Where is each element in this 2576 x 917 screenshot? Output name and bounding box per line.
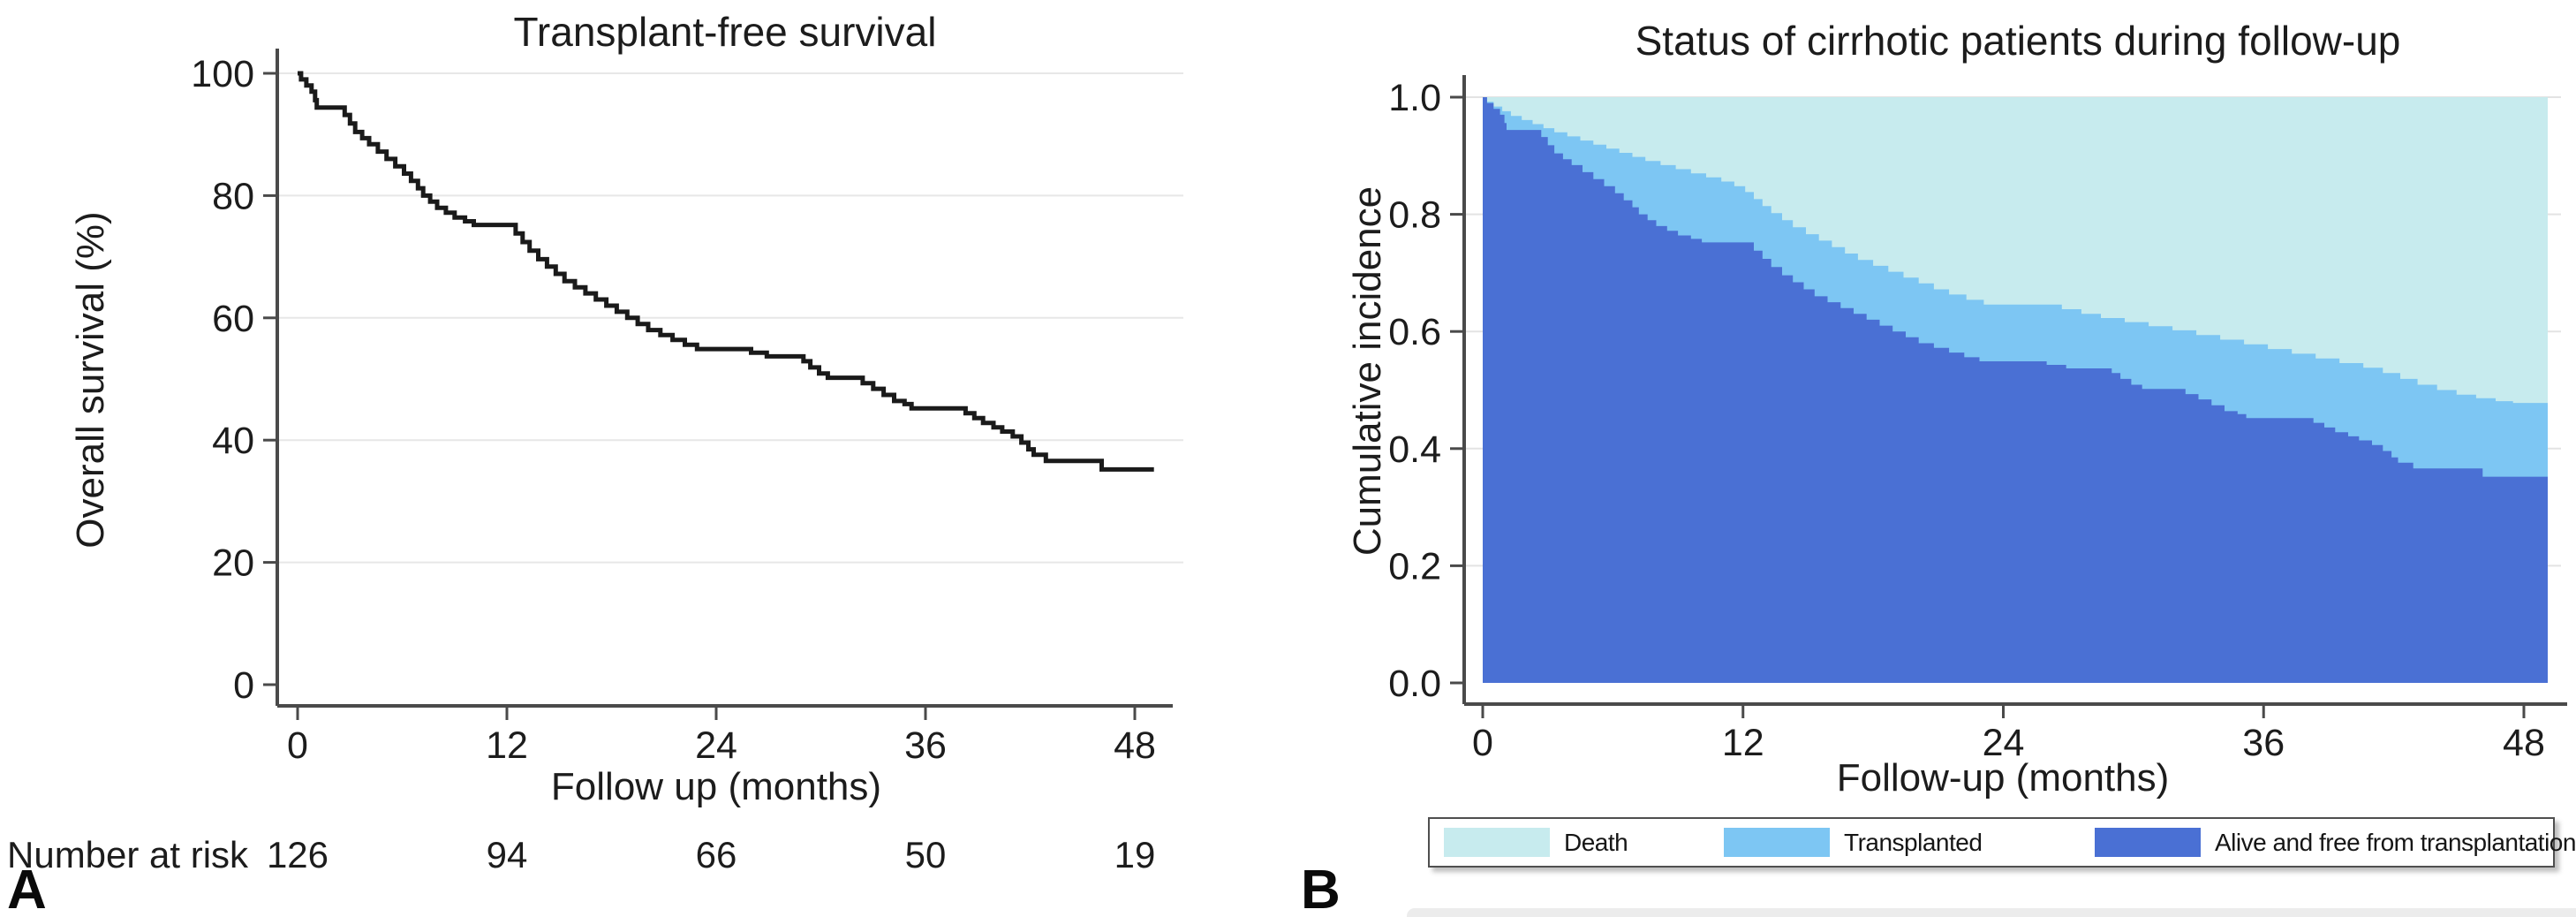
panel-b-title: Status of cirrhotic patients during foll… xyxy=(1635,18,2401,64)
x-tick-label: 36 xyxy=(904,724,947,767)
panel-b: 0.0 0.2 0.4 0.6 0.8 1.0 0 12 24 36 48 Status of ci… xyxy=(1346,18,2567,800)
x-tick-label: 12 xyxy=(1722,722,1764,764)
x-tick-label: 48 xyxy=(1114,724,1156,767)
panel-a-x-axis-label: Follow up (months) xyxy=(551,765,881,808)
panel-b-y-axis-label: Cumulative incidence xyxy=(1346,186,1389,556)
x-tick-label: 0 xyxy=(1472,722,1493,764)
y-tick-label: 100 xyxy=(191,53,254,95)
x-tick-label: 0 xyxy=(287,724,308,767)
legend-label-transplanted: Transplanted xyxy=(1844,829,1983,856)
panel-b-stacked-areas xyxy=(1483,97,2548,683)
number-at-risk-row: Number at risk 126 94 66 50 19 xyxy=(0,829,1289,882)
panel-a: 0 20 40 60 80 100 0 12 24 36 48 Transplant-free su… xyxy=(69,9,1183,808)
panel-b-axes xyxy=(1462,75,2567,706)
y-tick-label: 0 xyxy=(233,664,254,707)
y-tick-label: 0.0 xyxy=(1388,663,1441,705)
number-at-risk-value: 94 xyxy=(486,834,528,875)
y-tick-label: 0.8 xyxy=(1388,194,1441,237)
number-at-risk-value: 19 xyxy=(1114,834,1156,875)
page-edge-artifact xyxy=(1407,908,2576,917)
x-tick-label: 24 xyxy=(695,724,737,767)
legend-swatch-death xyxy=(1444,828,1550,857)
panel-a-y-axis-label: Overall survival (%) xyxy=(69,211,112,548)
y-tick-label: 0.4 xyxy=(1388,428,1441,471)
number-at-risk-value: 50 xyxy=(904,834,947,875)
km-survival-curve xyxy=(298,71,1154,472)
panel-a-axes xyxy=(276,49,1173,708)
legend-label-death: Death xyxy=(1564,829,1628,856)
panel-b-ticks: 0.0 0.2 0.4 0.6 0.8 1.0 0 12 24 36 48 xyxy=(1388,77,2545,764)
panel-letter-a: A xyxy=(7,860,47,917)
number-at-risk-value: 126 xyxy=(266,834,329,875)
panel-a-title: Transplant-free survival xyxy=(514,9,937,55)
y-tick-label: 20 xyxy=(212,542,254,585)
legend-box: Death Transplanted Alive and free from t… xyxy=(1428,817,2576,868)
x-tick-label: 24 xyxy=(1983,722,2025,764)
y-tick-label: 80 xyxy=(212,175,254,217)
y-tick-label: 40 xyxy=(212,420,254,462)
legend-swatch-transplanted xyxy=(1724,828,1830,857)
y-tick-label: 0.2 xyxy=(1388,545,1441,587)
legend-label-alive: Alive and free from transplantation xyxy=(2215,829,2576,856)
panel-a-ticks: 0 20 40 60 80 100 0 12 24 36 48 xyxy=(191,53,1156,767)
x-tick-label: 48 xyxy=(2503,722,2545,764)
y-tick-label: 0.6 xyxy=(1388,311,1441,353)
x-tick-label: 12 xyxy=(486,724,528,767)
panel-b-x-axis-label: Follow-up (months) xyxy=(1837,756,2170,800)
area-alive-and-free-from-transplantation xyxy=(1483,97,2548,683)
number-at-risk-label: Number at risk xyxy=(7,834,249,875)
panel-a-gridlines xyxy=(278,72,1183,564)
panel-letter-b: B xyxy=(1301,860,1341,917)
y-tick-label: 60 xyxy=(212,298,254,340)
number-at-risk-value: 66 xyxy=(695,834,737,875)
x-tick-label: 36 xyxy=(2242,722,2285,764)
legend-swatch-alive xyxy=(2095,828,2201,857)
y-tick-label: 1.0 xyxy=(1388,77,1441,119)
